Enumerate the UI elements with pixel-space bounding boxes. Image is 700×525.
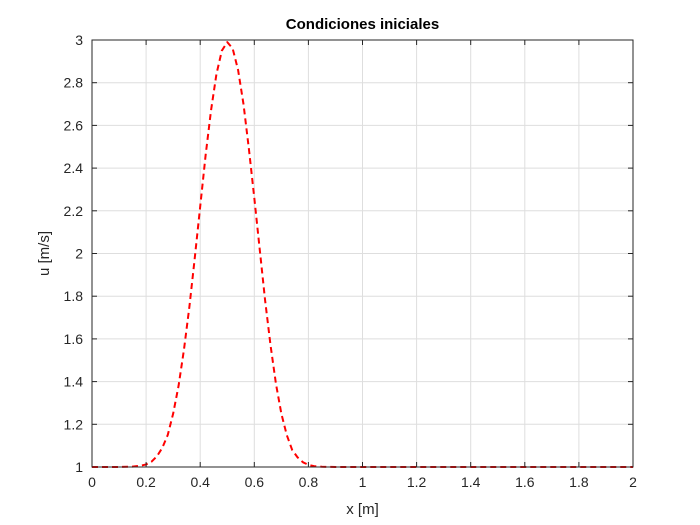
y-tick-label: 1.2 [64,416,84,432]
ticks: 0 0.2 0.4 0.6 0.8 1 1.2 1.4 1.6 1.8 2 1 1.2 1.4 1.6 1.8… [64,32,638,490]
y-tick-label: 1 [75,459,83,475]
x-tick-label: 0 [88,474,96,490]
x-tick-label: 1.2 [407,474,427,490]
x-tick-label: 2 [629,474,637,490]
x-tick-label: 1 [359,474,367,490]
x-tick-label: 0.6 [245,474,265,490]
x-tick-label: 1.4 [461,474,481,490]
x-tick-label: 0.2 [136,474,156,490]
y-tick-label: 2.8 [64,75,84,91]
x-tick-label: 0.4 [190,474,210,490]
y-tick-label: 2 [75,246,83,262]
x-tick-label: 0.8 [299,474,319,490]
x-tick-label: 1.6 [515,474,535,490]
y-tick-label: 1.8 [64,288,84,304]
y-tick-label: 1.6 [64,331,84,347]
y-tick-label: 2.6 [64,117,84,133]
x-axis-label: x [m] [346,501,379,518]
y-tick-label: 3 [75,32,83,48]
y-tick-label: 2.2 [64,203,84,219]
chart-title: Condiciones iniciales [286,16,439,33]
y-tick-label: 1.4 [64,374,84,390]
y-axis-label: u [m/s] [36,231,53,276]
y-tick-label: 2.4 [64,160,84,176]
x-tick-label: 1.8 [569,474,589,490]
